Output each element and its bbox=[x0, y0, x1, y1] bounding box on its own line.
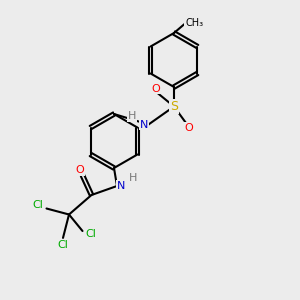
Text: Cl: Cl bbox=[33, 200, 44, 211]
Text: S: S bbox=[170, 100, 178, 113]
Text: O: O bbox=[152, 83, 160, 94]
Text: N: N bbox=[117, 181, 126, 191]
Text: Cl: Cl bbox=[58, 239, 68, 250]
Text: Cl: Cl bbox=[85, 229, 96, 239]
Text: H: H bbox=[128, 111, 136, 121]
Text: O: O bbox=[75, 165, 84, 175]
Text: N: N bbox=[140, 119, 148, 130]
Text: CH₃: CH₃ bbox=[185, 18, 203, 28]
Text: H: H bbox=[129, 172, 138, 183]
Text: O: O bbox=[184, 122, 193, 133]
